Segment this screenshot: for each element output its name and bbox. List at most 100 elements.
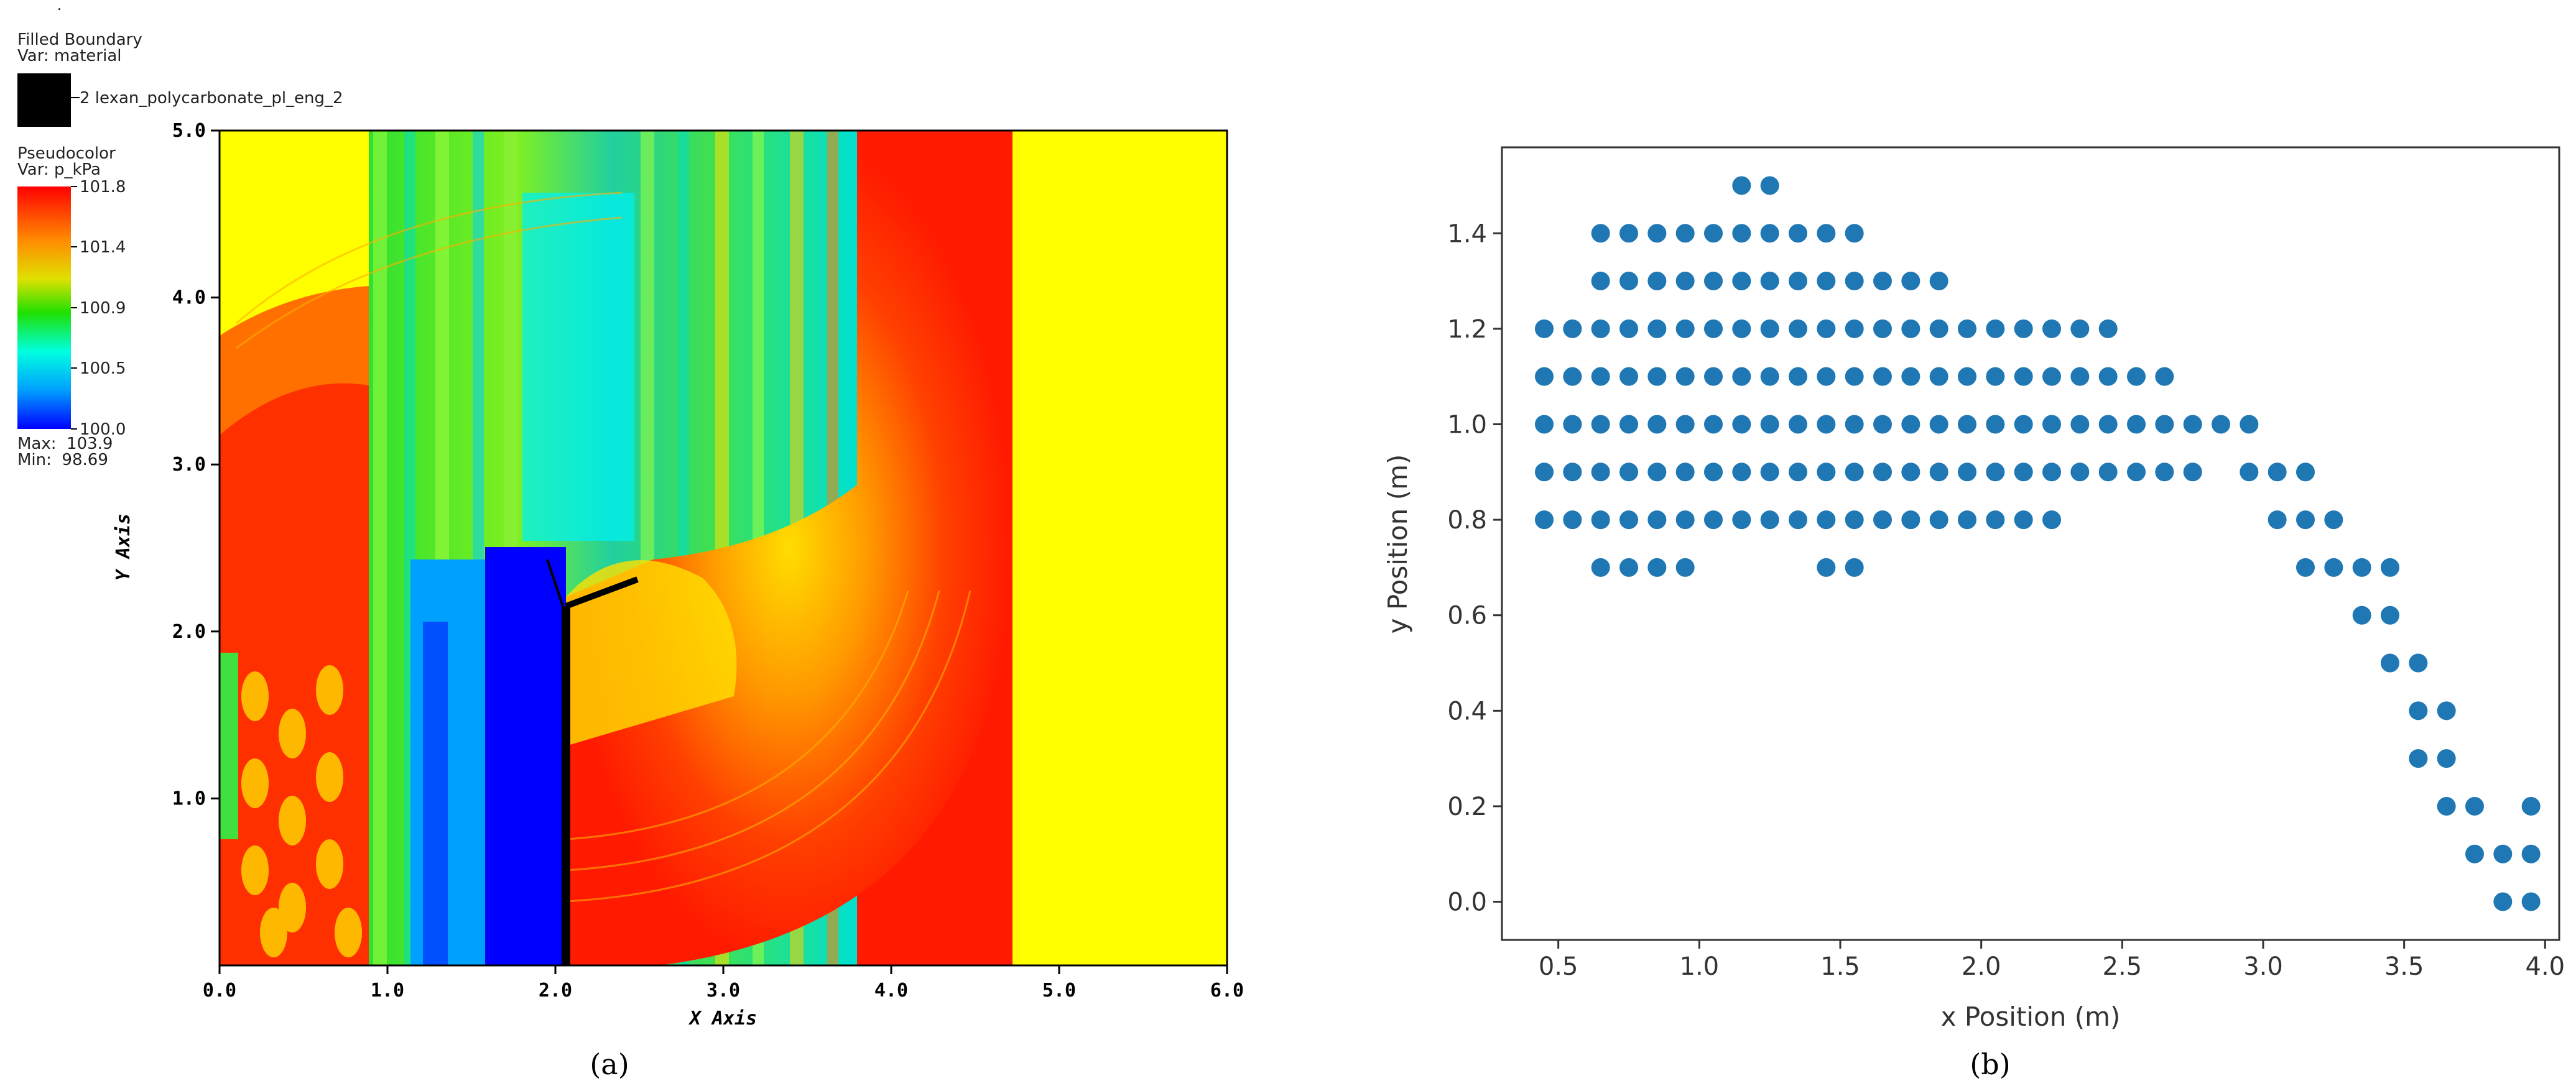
caption-a: (a) [590,1047,629,1081]
scatter-point [2041,318,2062,339]
panel-b: 0.5 1.0 1.5 2.0 2.5 3.0 3.5 4.0 0.0 0.2 0.4 0.6 0.8… [1383,146,2565,1081]
colorbar-ticks [71,186,77,430]
scatter-point [2126,366,2147,387]
scatter-point [1703,461,1724,483]
y-tick-label-a: 4.0 [172,287,206,309]
y-tick-label-a: 5.0 [172,120,206,142]
boundary-legend-title: Filled Boundary [17,30,142,49]
scatter-point [2520,795,2542,817]
scatter-point [1872,318,1893,339]
scatter-point [1928,270,1950,292]
scatter-point [1787,318,1809,339]
scatter-point [1815,413,1837,435]
scatter-point [1590,556,1611,578]
scatter-point [1957,366,1978,387]
scatter-point [2069,318,2091,339]
scatter-point [1731,223,1753,244]
scatter-point [2154,413,2175,435]
y-tick-label-b: 0.8 [1447,506,1487,535]
y-tick-label-b: 1.0 [1447,410,1487,439]
scatter-point [2210,413,2231,435]
colorbar-tick-label: 100.9 [80,299,126,318]
y-tick-label-b: 0.0 [1447,888,1487,917]
min-value: Min: 98.69 [17,451,108,469]
scatter-point [1928,318,1950,339]
scatter-point [1759,509,1781,531]
scatter-point [1815,270,1837,292]
scatter-point [1985,413,2006,435]
y-tick-label-a: 2.0 [172,621,206,643]
scatter-point [1562,366,1583,387]
scatter-point [1562,461,1583,483]
scatter-point [1703,509,1724,531]
scatter-point [1534,366,1555,387]
scatter-point [1815,556,1837,578]
scatter-point [1843,461,1865,483]
scatter-point [2407,700,2429,722]
scatter-point [2266,509,2288,531]
scatter-point [2351,556,2373,578]
material-swatch [17,73,71,127]
scatter-point [2351,604,2373,626]
scatter-point [1674,556,1696,578]
scatter-point [1985,366,2006,387]
scatter-point [1562,413,1583,435]
pressure-field [220,131,1227,965]
scatter-point [2520,843,2542,865]
scatter-point [1843,366,1865,387]
x-tick-label-b: 0.5 [1539,952,1578,981]
y-tick-label-b: 1.4 [1447,219,1487,248]
x-tick-label-b: 1.0 [1680,952,1720,981]
scatter-point [1900,509,1922,531]
scatter-point [2520,891,2542,913]
y-axis-title-b: y Position (m) [1383,454,1413,634]
scatter-point [1618,318,1639,339]
panel-a: . Filled Boundary Var: material 2 lexan_… [17,0,1244,1081]
pseudocolor-title: Pseudocolor [17,144,116,163]
scatter-point [1928,509,1950,531]
scatter-point [1674,461,1696,483]
scatter-point [2407,652,2429,674]
x-tick-label-b: 3.0 [2243,952,2283,981]
scatter-point [1534,509,1555,531]
x-tick-label-a: 5.0 [1042,980,1076,1001]
x-tick-label-b: 4.0 [2526,952,2565,981]
scatter-point [2069,366,2091,387]
scatter-point [2295,461,2316,483]
scatter-point [2069,461,2091,483]
scatter-point [1731,366,1753,387]
scatter-point [1731,413,1753,435]
scatter-point [1900,366,1922,387]
x-axis-a: 0.0 1.0 2.0 3.0 4.0 5.0 6.0 [203,965,1244,1001]
scatter-point [1703,318,1724,339]
scatter-point [2182,413,2203,435]
scatter-point [1957,413,1978,435]
lexan-plate [546,559,639,965]
scatter-point [1900,318,1922,339]
scatter-points [1534,175,2542,913]
scatter-point [1674,509,1696,531]
scatter-point [1957,461,1978,483]
scatter-point [2041,509,2062,531]
plot-frame-b [1501,146,2560,941]
x-tick-label-a: 1.0 [371,980,404,1001]
scatter-point [1674,366,1696,387]
wave-arcs [236,191,971,903]
scatter-point [1985,461,2006,483]
scatter-point [1759,366,1781,387]
scatter-point [2379,556,2401,578]
scatter-point [2041,366,2062,387]
material-label: 2 lexan_polycarbonate_pl_eng_2 [80,89,343,108]
x-tick-label-b: 2.0 [1962,952,2001,981]
scatter-point [1843,270,1865,292]
x-axis-title-a: X Axis [688,1008,757,1029]
pseudocolor-legend: Pseudocolor Var: p_kPa 101.8 101.4 100.9… [17,144,126,469]
scatter-point [1590,366,1611,387]
scatter-point [1759,270,1781,292]
y-tick-label-b: 0.6 [1447,602,1487,630]
scatter-point [1674,318,1696,339]
scatter-point [2041,413,2062,435]
scatter-point [1900,461,1922,483]
caption-b: (b) [1970,1047,2010,1081]
